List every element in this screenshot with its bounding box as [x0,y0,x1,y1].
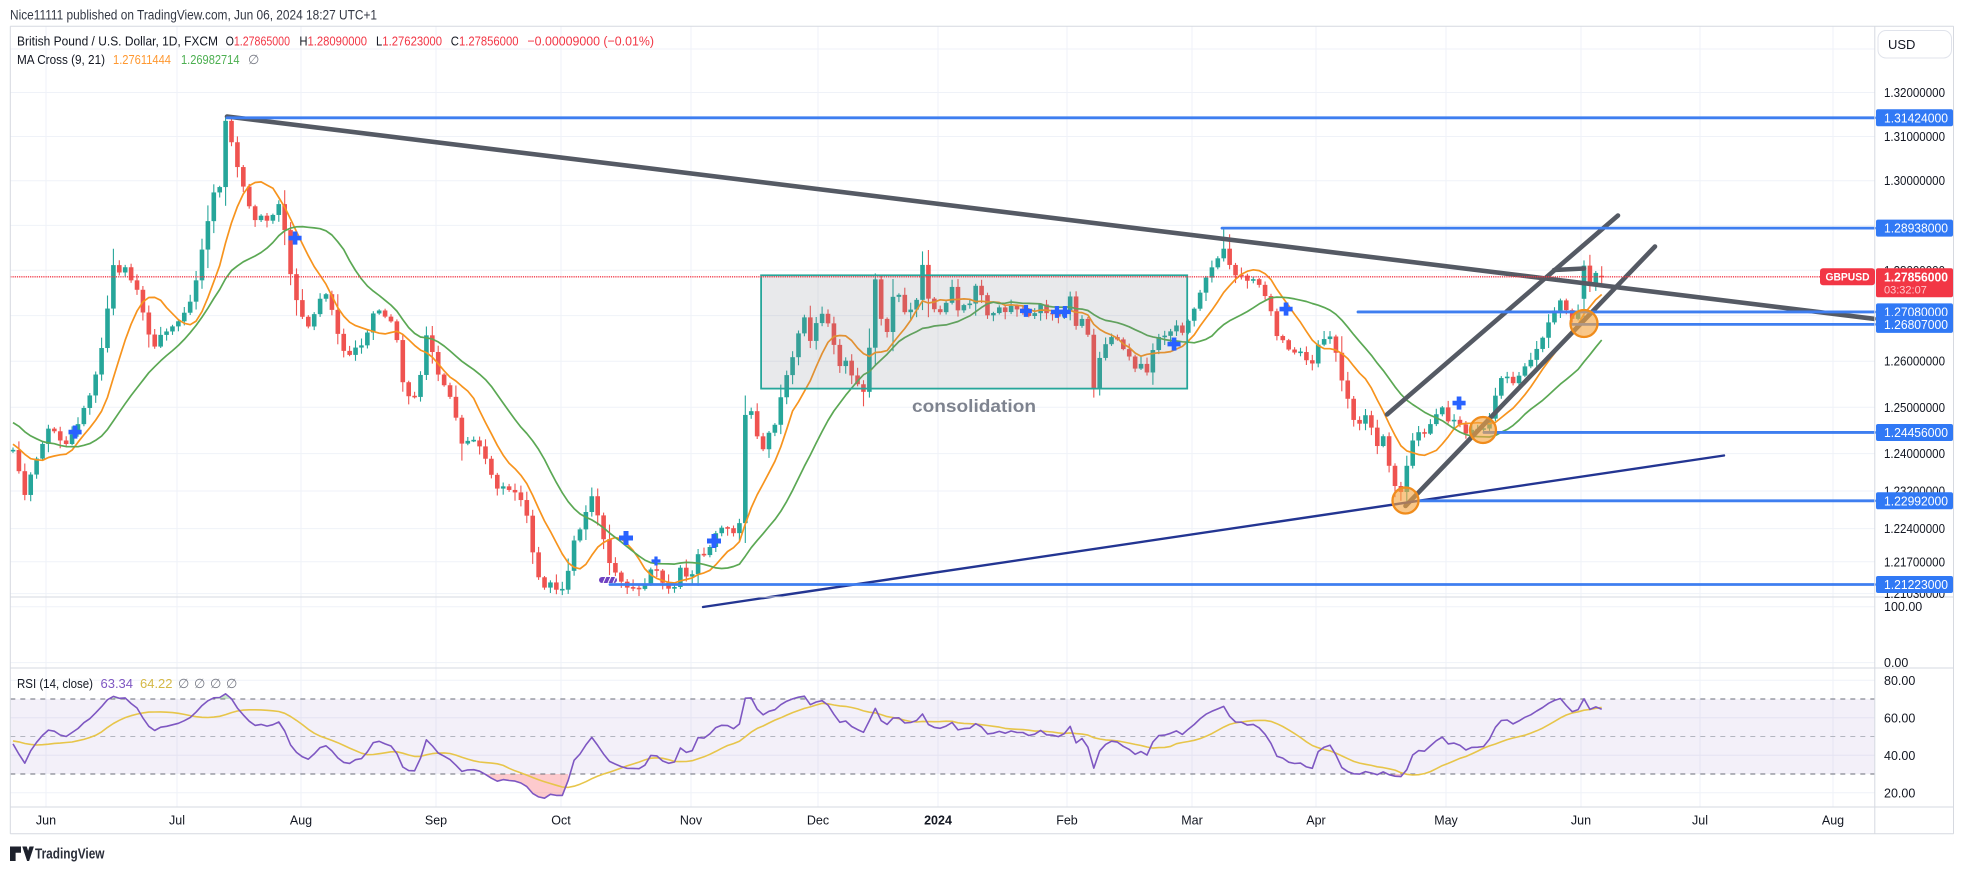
svg-text:Jun: Jun [36,814,56,828]
svg-text:2024: 2024 [924,814,952,828]
svg-text:H1.28090000: H1.28090000 [299,34,367,49]
svg-text:1.31000000: 1.31000000 [1884,130,1945,144]
svg-text:Jul: Jul [1692,814,1708,828]
svg-text:1.21700000: 1.21700000 [1884,555,1945,569]
svg-text:0.00: 0.00 [1884,656,1908,670]
svg-text:1.30000000: 1.30000000 [1884,174,1945,188]
svg-text:1.24000000: 1.24000000 [1884,447,1945,461]
svg-text:∅: ∅ [226,676,237,691]
svg-text:consolidation: consolidation [912,396,1036,416]
svg-text:Feb: Feb [1056,814,1078,828]
svg-text:63.34: 63.34 [101,676,134,691]
svg-text:Nice11111 published on Trading: Nice11111 published on TradingView.com, … [10,8,377,23]
svg-text:1.32000000: 1.32000000 [1884,86,1945,100]
svg-text:1.27856000: 1.27856000 [1884,270,1948,284]
svg-text:1.26982714: 1.26982714 [181,52,240,67]
svg-text:GBPUSD: GBPUSD [1826,272,1870,284]
svg-text:USD: USD [1888,37,1915,52]
svg-text:1.31424000: 1.31424000 [1884,111,1948,125]
svg-text:L1.27623000: L1.27623000 [376,34,442,49]
svg-text:Jun: Jun [1571,814,1591,828]
svg-text:RSI (14, close): RSI (14, close) [17,676,93,691]
svg-text:Nov: Nov [680,814,703,828]
svg-text:O1.27865000: O1.27865000 [226,34,290,49]
svg-text:TradingView: TradingView [35,846,105,863]
svg-text:Jul: Jul [169,814,185,828]
svg-text:∅: ∅ [194,676,205,691]
svg-text:1.26807000: 1.26807000 [1884,318,1948,332]
svg-text:1.25000000: 1.25000000 [1884,401,1945,415]
svg-text:MA Cross (9, 21): MA Cross (9, 21) [17,52,105,67]
svg-text:1.22992000: 1.22992000 [1884,494,1948,508]
svg-text:∅: ∅ [248,52,259,67]
svg-text:Apr: Apr [1306,814,1325,828]
svg-text:1.26000000: 1.26000000 [1884,355,1945,369]
svg-text:60.00: 60.00 [1884,711,1915,725]
svg-text:1.22400000: 1.22400000 [1884,522,1945,536]
svg-text:20.00: 20.00 [1884,786,1915,800]
svg-text:1.24456000: 1.24456000 [1884,426,1948,440]
svg-text:Sep: Sep [425,814,447,828]
svg-text:80.00: 80.00 [1884,674,1915,688]
svg-text:1.27611444: 1.27611444 [113,52,171,67]
svg-text:1.21223000: 1.21223000 [1884,578,1948,592]
svg-text:40.00: 40.00 [1884,749,1915,763]
svg-text:C1.27856000: C1.27856000 [451,34,519,49]
svg-text:British Pound / U.S. Dollar, 1: British Pound / U.S. Dollar, 1D, FXCM [17,34,218,49]
svg-text:Mar: Mar [1181,814,1203,828]
svg-text:∅: ∅ [210,676,221,691]
svg-text:100.00: 100.00 [1884,600,1922,614]
svg-text:Aug: Aug [290,814,312,828]
svg-text:64.22: 64.22 [140,676,173,691]
svg-text:∅: ∅ [178,676,189,691]
svg-text:Oct: Oct [551,814,571,828]
svg-text:1.28938000: 1.28938000 [1884,222,1948,236]
svg-text:03:32:07: 03:32:07 [1884,284,1927,296]
svg-text:Dec: Dec [807,814,829,828]
svg-text:−0.00009000 (−0.01%): −0.00009000 (−0.01%) [527,34,654,49]
svg-text:May: May [1434,814,1458,828]
svg-text:Aug: Aug [1822,814,1844,828]
